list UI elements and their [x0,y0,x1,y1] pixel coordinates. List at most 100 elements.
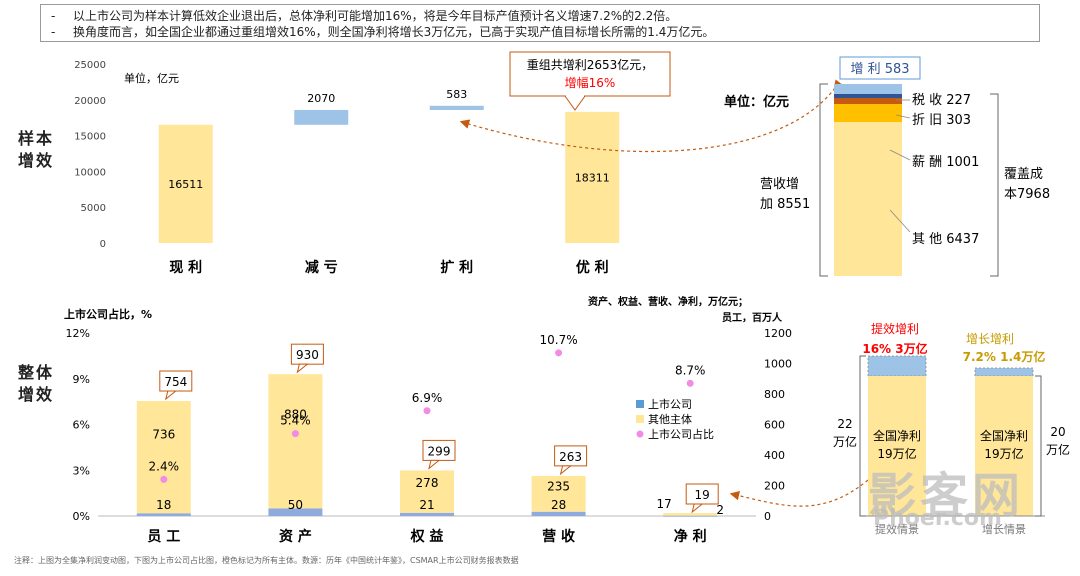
x-tick-label: 现 利 [169,259,202,276]
y-tick-label: 10000 [74,167,106,178]
callout-pointer [564,95,586,111]
tax-label: 税 收 227 [912,93,971,108]
bar-listed [531,511,586,516]
bar-listed [400,512,454,516]
cost-cover-label-1: 覆盖成 [1004,167,1043,182]
data-label-other: 880 [284,407,307,421]
x-tick-label: 净 利 [674,528,707,545]
revenue-increase-label-2: 加 8551 [760,197,810,212]
growth-base-bar [975,376,1033,516]
callout-line-2: 增幅16% [565,75,616,90]
stack-segment-other [834,122,902,276]
share-point [291,430,299,438]
data-label-other: 736 [152,428,175,442]
bar-other [531,475,586,512]
profit-increase-box [839,56,921,80]
right-tick-label: 600 [764,419,785,432]
summary-note-box: - 以上市公司为样本计算低效企业退出后，总体净利可能增加16%，将是今年目标产值预… [40,4,1040,42]
right-tick-label: 0 [764,510,771,523]
left-tick-label: 12% [66,327,90,340]
data-label-other: 278 [416,476,439,490]
data-label-listed: 50 [288,498,303,512]
growth-bar-text-2: 19万亿 [984,446,1023,461]
link-arrow-top [459,79,844,153]
watermark-logo: 影客网 [868,468,1025,524]
bar-listed [268,508,323,516]
growth-increase-segment [974,367,1034,377]
data-label-other: 235 [547,480,570,494]
data-label: 18311 [575,171,610,184]
left-tick-label: 3% [73,464,90,477]
total-label: 930 [296,348,319,362]
depreciation-label: 折 旧 303 [912,113,971,128]
total-callout-pointer [164,390,178,401]
pay-label: 薪 酬 1001 [912,155,979,170]
data-label-listed: 18 [156,498,171,512]
other-label: 其 他 6437 [912,232,979,247]
stack-segment-pay [834,104,902,122]
efficiency-caption: 提效情景 [875,522,919,536]
legend-label-listed: 上市公司 [648,397,692,411]
right-brace-label-1: 20 [1050,425,1065,439]
total-callout-pointer [559,465,573,476]
bar [565,111,620,243]
bar-listed [136,513,191,516]
efficiency-bar-text-1: 全国净利 [873,428,921,443]
bottom-combo-chart: 0% 3% 6% 9% 12% 0 200 400 600 800 1000 1200 18 736 754… [66,327,792,545]
data-label-listed: 21 [419,498,434,512]
legend-label-other: 其他主体 [648,412,692,426]
left-tick-label: 9% [73,373,90,386]
top-unit-label: 单位，亿元 [124,71,179,85]
left-brace-label-1: 22 [837,417,852,431]
left-tick-label: 6% [73,419,90,432]
bar-other [400,470,454,513]
bar [429,105,484,110]
stack-unit-label: 单位：亿元 [724,94,789,110]
stack-segment-depreciation [834,98,902,104]
y-tick-label: 20000 [74,96,106,107]
x-tick-label: 员 工 [147,529,180,545]
total-callout-pointer [428,459,441,470]
left-axis-title: 上市公司占比，% [64,307,152,321]
bar-listed [663,515,718,517]
bar-other [268,374,323,509]
link-arrow-bottom [729,479,869,507]
share-point [160,475,168,483]
scenario-panel: 提效增利 16% 3万亿 增长增利 7.2% 1.4万亿 全国净利 19万亿 全… [833,321,1070,536]
right-axis-title-1: 资产、权益、营收、净利，万亿元； [588,295,748,308]
side-label-overall: 整体 增效 [18,363,55,404]
data-label: 2070 [307,92,335,105]
revenue-increase-label-1: 营收增 [760,177,799,192]
x-tick-label: 减 亏 [305,259,338,276]
y-tick-label: 0 [100,239,106,250]
growth-title: 增长增利 [966,332,1014,346]
note-line-1: - 以上市公司为样本计算低效企业退出后，总体净利可能增加16%，将是今年目标产值预… [51,9,678,23]
legend-swatch-share [636,430,644,438]
data-label-listed: 2 [716,503,724,517]
bar-other [136,401,191,514]
right-tick-label: 1200 [764,327,792,340]
data-label: 583 [446,88,467,101]
total-label: 263 [559,450,582,464]
bar-other [663,513,718,516]
legend-label-share: 上市公司占比 [648,427,714,441]
top-waterfall-chart: 0 5000 10000 15000 20000 25000 16511 现 利 2070 减 亏… [74,60,620,276]
share-label: 5.4% [280,414,311,428]
left-brace-label-2: 万亿 [833,434,857,449]
x-tick-label: 优 利 [576,259,609,276]
footer-note: 注释：上图为全集净利润变动图，下图为上市公司占比图，橙色标记为所有主体。数源：历… [14,556,519,565]
share-label: 6.9% [412,391,443,405]
total-label: 299 [428,444,451,458]
bar [158,124,213,243]
x-tick-label: 营 收 [542,528,576,545]
x-tick-label: 扩 利 [440,259,473,276]
data-label-listed: 28 [551,498,566,512]
share-point [686,379,694,387]
efficiency-values: 16% 3万亿 [862,341,927,356]
share-label: 10.7% [540,333,578,347]
right-tick-label: 1000 [764,358,792,371]
right-tick-label: 200 [764,480,785,493]
x-tick-label: 权 益 [410,528,444,545]
efficiency-increase-segment [867,355,927,377]
